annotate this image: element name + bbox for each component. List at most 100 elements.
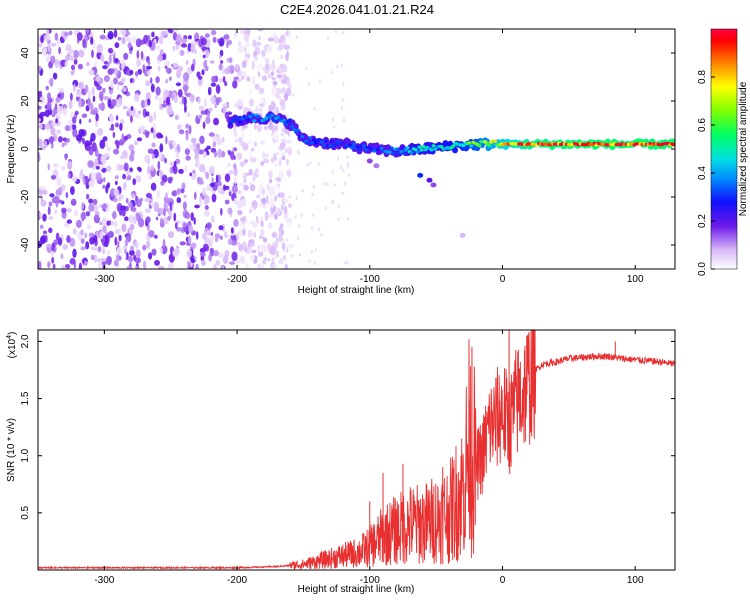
noise-blob: [153, 111, 156, 121]
noise-blob: [261, 50, 266, 58]
snr-panel: -300 -200 -100 0 100 0.5 1.0 1.5 2.0 Height of s…: [6, 329, 676, 595]
noise-blob: [114, 68, 119, 76]
signal-blob: [333, 142, 338, 146]
noise-blob: [237, 44, 244, 54]
noise-blob: [165, 192, 168, 202]
noise-blob: [194, 49, 197, 55]
noise-blob: [55, 96, 61, 103]
noise-blob: [131, 205, 136, 213]
noise-blob: [62, 244, 69, 250]
noise-blob: [253, 204, 257, 211]
noise-blob: [165, 135, 168, 145]
signal-blob: [292, 123, 299, 130]
noise-blob: [234, 102, 239, 108]
signal-blob: [284, 122, 289, 126]
noise-blob: [144, 197, 151, 202]
noise-blob: [176, 33, 182, 44]
noise-blob: [268, 123, 273, 130]
noise-blob: [45, 85, 49, 91]
noise-blob: [176, 143, 181, 153]
noise-blob: [138, 167, 142, 173]
noise-blob: [259, 140, 266, 145]
noise-blob: [275, 239, 279, 248]
noise-blob: [140, 99, 146, 109]
noise-blob: [176, 227, 182, 232]
noise-blob: [85, 211, 91, 217]
noise-blob: [346, 155, 349, 159]
snr-xtick-label: -100: [360, 575, 380, 586]
noise-blob: [201, 46, 208, 51]
noise-blob: [54, 32, 59, 41]
noise-blob: [87, 97, 91, 107]
signal-blob: [417, 172, 424, 178]
noise-blob: [287, 220, 292, 228]
noise-blob: [100, 258, 107, 262]
signal-blob: [320, 140, 324, 144]
noise-blob: [282, 126, 285, 131]
noise-blob: [125, 36, 132, 43]
noise-blob: [94, 247, 98, 252]
noise-blob: [265, 195, 269, 204]
noise-blob: [195, 231, 199, 240]
noise-blob: [150, 127, 154, 134]
signal-blob: [250, 113, 255, 117]
noise-blob: [291, 254, 294, 258]
noise-blob: [277, 185, 280, 193]
noise-blob: [169, 143, 173, 150]
noise-blob: [46, 244, 52, 248]
noise-blob: [155, 216, 159, 221]
noise-blob: [146, 70, 151, 75]
noise-blob: [340, 105, 344, 110]
noise-blob: [50, 175, 57, 180]
signal-blob: [413, 148, 418, 152]
noise-blob: [198, 180, 204, 185]
noise-blob: [276, 74, 283, 79]
noise-blob: [157, 160, 161, 170]
signal-blob: [349, 146, 354, 150]
noise-blob: [70, 70, 75, 76]
noise-blob: [125, 170, 131, 176]
noise-blob: [236, 78, 242, 83]
noise-blob: [284, 32, 287, 36]
noise-blob: [78, 98, 82, 108]
noise-blob: [233, 166, 238, 177]
noise-blob: [168, 76, 172, 81]
noise-blob: [106, 255, 112, 266]
noise-blob: [333, 183, 337, 187]
noise-blob: [191, 242, 197, 249]
noise-blob: [208, 132, 215, 137]
noise-blob: [94, 254, 97, 264]
noise-blob: [47, 92, 51, 100]
noise-blob: [246, 76, 251, 82]
noise-blob: [258, 36, 261, 41]
noise-blob: [250, 254, 255, 261]
noise-blob: [148, 39, 153, 48]
noise-blob: [140, 50, 144, 60]
noise-blob: [159, 248, 164, 253]
noise-blob: [124, 216, 129, 222]
noise-blob: [221, 66, 225, 75]
noise-blob: [158, 152, 163, 161]
noise-blob: [145, 91, 151, 101]
noise-blob: [208, 253, 212, 262]
signal-blob: [452, 146, 458, 154]
noise-blob: [178, 129, 185, 135]
noise-blob: [68, 30, 73, 36]
noise-blob: [38, 123, 44, 130]
spectrogram-ytick-label: -20: [20, 189, 31, 204]
noise-blob: [138, 110, 141, 115]
noise-blob: [78, 49, 85, 58]
noise-blob: [241, 228, 246, 236]
noise-blob: [51, 109, 55, 116]
signal-blob: [419, 148, 424, 152]
noise-blob: [251, 147, 255, 152]
noise-blob: [172, 32, 178, 41]
noise-blob: [61, 142, 65, 148]
signal-blob: [328, 144, 332, 148]
noise-blob: [284, 263, 289, 269]
spectrogram-xtick-label: -300: [94, 274, 114, 285]
signal-blob: [306, 141, 311, 145]
noise-blob: [278, 209, 281, 214]
noise-blob: [80, 168, 83, 176]
noise-blob: [120, 29, 127, 37]
